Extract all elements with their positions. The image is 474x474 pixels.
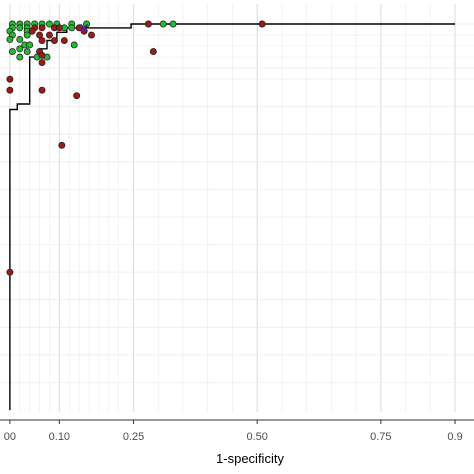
x-tick-label: 00 <box>4 431 16 443</box>
red-point <box>38 37 46 44</box>
x-tick-label: 0.10 <box>49 431 70 443</box>
red-point <box>75 24 83 32</box>
green-point <box>159 20 167 28</box>
green-point <box>23 48 31 56</box>
red-point <box>149 48 157 56</box>
green-point <box>16 45 24 53</box>
red-point <box>144 20 152 28</box>
red-point <box>38 86 46 94</box>
green-point <box>16 24 24 32</box>
x-axis-ticks: 00 0.10 0.25 0.50 0.75 0.9 <box>4 420 463 443</box>
x-axis-title: 1-specificity <box>216 451 284 466</box>
red-point <box>50 37 58 44</box>
red-point <box>88 31 95 39</box>
gridlines <box>0 4 474 412</box>
red-point <box>28 27 36 35</box>
optimal-point-marker <box>79 23 89 32</box>
green-point <box>169 20 177 28</box>
green-point <box>6 35 14 43</box>
red-point <box>60 37 68 44</box>
points-layer <box>6 20 266 276</box>
red-point <box>38 51 46 59</box>
red-point <box>38 59 46 67</box>
x-tick-label: 0.75 <box>370 431 391 443</box>
green-point <box>68 24 76 32</box>
red-point <box>6 75 14 83</box>
green-point <box>8 48 16 56</box>
red-point <box>36 31 44 39</box>
green-point <box>70 41 78 49</box>
roc-curve-layer <box>9 23 455 410</box>
red-point <box>6 268 14 276</box>
green-point <box>26 41 34 49</box>
green-point <box>83 20 91 28</box>
x-tick-label: 0.25 <box>123 431 144 443</box>
green-point <box>16 35 24 43</box>
red-point <box>38 24 46 32</box>
x-tick-label: 0.50 <box>246 431 267 443</box>
red-point <box>55 24 63 32</box>
green-point <box>23 31 31 39</box>
green-point <box>16 53 24 61</box>
red-point <box>73 92 81 100</box>
x-tick-label: 0.9 <box>447 431 462 443</box>
red-point <box>6 86 14 94</box>
roc-curve <box>9 23 455 410</box>
green-point <box>46 20 53 28</box>
red-point <box>58 141 66 149</box>
red-point <box>258 20 266 28</box>
red-point <box>46 31 53 39</box>
